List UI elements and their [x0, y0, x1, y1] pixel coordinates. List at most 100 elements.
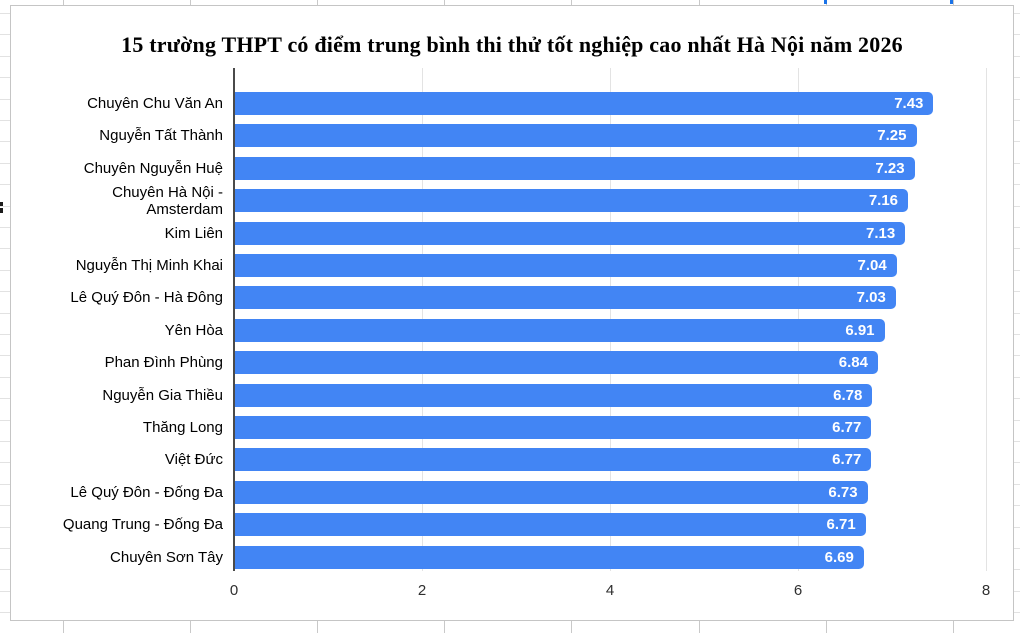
sheet-row-line — [0, 55, 10, 57]
sheet-column-line — [190, 621, 191, 633]
sheet-column-line — [190, 0, 191, 5]
bar: 7.16 — [235, 189, 909, 213]
sheet-row-line — [0, 248, 10, 250]
bar-value-label: 6.91 — [845, 321, 875, 339]
sheet-column-line — [571, 0, 572, 5]
sheet-column-line — [317, 0, 318, 5]
category-label: Yên Hòa — [164, 321, 223, 339]
spreadsheet-grid-right — [1014, 0, 1020, 633]
bar-value-label: 6.84 — [838, 354, 868, 372]
category-label: Thăng Long — [142, 419, 223, 436]
bar-value-label: 7.23 — [875, 159, 905, 177]
bar: 6.77 — [235, 416, 872, 439]
sheet-row-line — [0, 441, 10, 442]
x-axis-tick-label: 0 — [229, 582, 239, 599]
x-axis-tick-label: 2 — [417, 582, 427, 599]
chart-title: 15 trường THPT có điểm trung bình thi th… — [121, 32, 903, 57]
category-label: Việt Đức — [164, 451, 223, 469]
sheet-row-line — [1014, 98, 1020, 100]
bar-chart[interactable]: 15 trường THPT có điểm trung bình thi th… — [10, 5, 1014, 621]
clipped-text-pixel — [0, 208, 3, 213]
sheet-row-line — [1014, 441, 1020, 442]
bar: 6.78 — [235, 383, 873, 407]
sheet-row-line — [1014, 162, 1020, 164]
bar-value-label: 6.71 — [826, 516, 856, 534]
sheet-row-line — [1014, 269, 1020, 271]
sheet-row-line — [1014, 569, 1020, 571]
sheet-row-line — [0, 505, 10, 507]
bar: 7.03 — [235, 286, 896, 310]
sheet-column-line — [699, 621, 700, 633]
selection-tick-icon — [824, 0, 827, 4]
bar-value-label: 7.43 — [894, 95, 924, 112]
category-label: Phan Đình Phùng — [104, 354, 223, 372]
category-label: Chuyên Hà Nội - Amsterdam — [112, 183, 223, 218]
sheet-row-line — [1014, 141, 1020, 143]
sheet-row-line — [1014, 590, 1020, 592]
category-label: Lê Quý Đôn - Đống Đa — [70, 483, 223, 501]
bar: 6.77 — [235, 448, 872, 472]
sheet-column-line — [63, 621, 64, 633]
sheet-row-line — [1014, 13, 1020, 14]
plot-area: 0 2 4 6 8 Chuyên Chu Văn An 7.43 Nguyễn Tất Thà… — [11, 6, 1013, 620]
bar: 6.84 — [235, 351, 878, 375]
sheet-row-line — [0, 462, 10, 464]
sheet-row-line — [1014, 312, 1020, 314]
sheet-row-line — [0, 34, 10, 36]
sheet-row-line — [0, 162, 10, 164]
spreadsheet-grid-left — [0, 0, 10, 633]
sheet-row-line — [1014, 77, 1020, 79]
sheet-column-line — [63, 0, 64, 5]
bar-value-label: 7.04 — [857, 257, 887, 274]
bar-value-label: 7.13 — [866, 224, 896, 242]
bar: 6.73 — [235, 480, 868, 504]
sheet-row-line — [1014, 120, 1020, 121]
category-label: Quang Trung - Đống Đa — [62, 516, 223, 534]
sheet-row-line — [1014, 398, 1020, 400]
sheet-column-line — [953, 0, 954, 5]
sheet-column-line — [317, 621, 318, 633]
sheet-row-line — [1014, 355, 1020, 357]
x-axis-tick-label: 8 — [981, 582, 991, 599]
category-label: Kim Liên — [164, 224, 223, 242]
sheet-row-line — [0, 312, 10, 314]
sheet-row-line — [0, 569, 10, 571]
sheet-row-line — [1014, 227, 1020, 228]
bar: 7.13 — [235, 221, 906, 245]
sheet-column-line — [444, 621, 445, 633]
bar-value-label: 7.03 — [856, 289, 886, 307]
sheet-row-line — [0, 291, 10, 293]
sheet-row-line — [1014, 184, 1020, 186]
sheet-row-line — [1014, 248, 1020, 250]
sheet-row-line — [1014, 205, 1020, 207]
sheet-column-line — [444, 0, 445, 5]
sheet-row-line — [1014, 483, 1020, 485]
bar: 7.23 — [235, 156, 915, 180]
bar-value-label: 6.77 — [832, 451, 862, 469]
sheet-row-line — [1014, 34, 1020, 36]
bar-value-label: 6.69 — [824, 548, 854, 566]
sheet-row-line — [0, 376, 10, 378]
sheet-row-line — [0, 612, 10, 614]
sheet-row-line — [1014, 548, 1020, 549]
category-label: Nguyễn Tất Thành — [99, 127, 223, 145]
sheet-row-line — [1014, 291, 1020, 293]
bar: 7.25 — [235, 124, 917, 148]
sheet-row-line — [0, 334, 10, 335]
sheet-row-line — [0, 548, 10, 549]
sheet-row-line — [0, 483, 10, 485]
selection-tick-icon — [950, 0, 953, 4]
sheet-row-line — [1014, 376, 1020, 378]
sheet-row-line — [0, 355, 10, 357]
gridline — [986, 68, 987, 571]
sheet-row-line — [1014, 612, 1020, 614]
category-label: Nguyễn Thị Minh Khai — [75, 257, 223, 274]
sheet-column-line — [571, 621, 572, 633]
sheet-row-line — [0, 184, 10, 186]
bar: 6.91 — [235, 318, 885, 342]
clipped-axis-title-fragment — [0, 202, 3, 213]
sheet-row-line — [1014, 334, 1020, 335]
category-label: Chuyên Sơn Tây — [110, 548, 223, 566]
bar-value-label: 6.78 — [833, 386, 863, 404]
bar-value-label: 7.25 — [877, 127, 907, 145]
